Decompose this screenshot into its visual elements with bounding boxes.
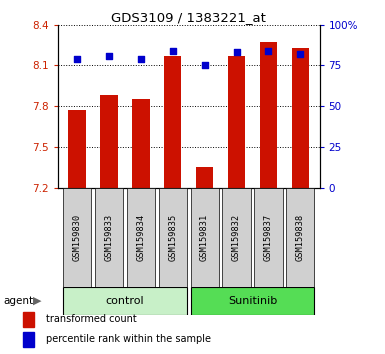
Text: ▶: ▶: [33, 296, 41, 306]
Bar: [159, 188, 187, 287]
Bar: [260, 42, 277, 188]
Point: [138, 56, 144, 62]
Text: GSM159833: GSM159833: [104, 213, 113, 261]
Bar: [223, 188, 251, 287]
Bar: [191, 287, 315, 315]
Text: percentile rank within the sample: percentile rank within the sample: [46, 335, 211, 344]
Text: GSM159831: GSM159831: [200, 213, 209, 261]
Text: agent: agent: [4, 296, 34, 306]
Bar: [132, 99, 149, 188]
Bar: [100, 95, 117, 188]
Text: transformed count: transformed count: [46, 314, 137, 325]
Bar: [95, 188, 123, 287]
Point: [74, 56, 80, 62]
Bar: [291, 48, 309, 188]
Bar: [63, 188, 91, 287]
Bar: [164, 56, 181, 188]
Bar: [228, 56, 245, 188]
Bar: [127, 188, 155, 287]
Bar: [254, 188, 283, 287]
Bar: [63, 287, 187, 315]
Text: GSM159834: GSM159834: [136, 213, 145, 261]
Text: control: control: [105, 296, 144, 306]
Title: GDS3109 / 1383221_at: GDS3109 / 1383221_at: [111, 11, 266, 24]
Text: GSM159838: GSM159838: [296, 213, 305, 261]
Bar: [196, 167, 213, 188]
Point: [297, 51, 303, 57]
Text: Sunitinib: Sunitinib: [228, 296, 277, 306]
Text: GSM159832: GSM159832: [232, 213, 241, 261]
Bar: [23, 312, 34, 327]
Point: [233, 50, 239, 55]
Point: [106, 53, 112, 58]
Text: GSM159830: GSM159830: [72, 213, 81, 261]
Bar: [286, 188, 315, 287]
Bar: [68, 110, 86, 188]
Text: GSM159835: GSM159835: [168, 213, 177, 261]
Text: GSM159837: GSM159837: [264, 213, 273, 261]
Point: [265, 48, 271, 54]
Bar: [191, 188, 219, 287]
Point: [201, 63, 208, 68]
Bar: [23, 332, 34, 347]
Point: [170, 48, 176, 54]
